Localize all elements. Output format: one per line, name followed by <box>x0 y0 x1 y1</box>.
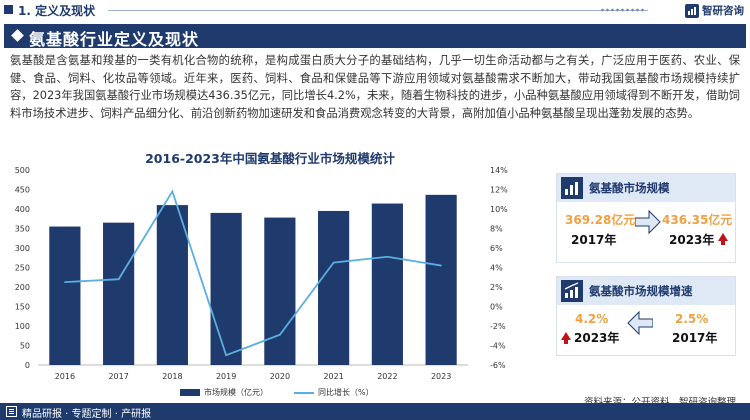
growth-card: 氨基酸市场规模增速 4.2% 2023年 2.5% 2017年 <box>556 276 736 356</box>
right-axis-tick-label: -6% <box>490 361 506 370</box>
right-axis-tick-label: -2% <box>490 322 506 331</box>
growth-point <box>171 190 174 193</box>
card-label: 氨基酸市场规模增速 <box>589 284 693 298</box>
bar <box>318 210 350 365</box>
section-square-icon <box>4 5 13 14</box>
left-axis-tick-label: 250 <box>15 264 30 273</box>
bar-chart-icon <box>561 177 583 199</box>
growth-point <box>279 333 281 336</box>
right-axis-tick-label: 0% <box>490 303 503 312</box>
growth-left-value: 4.2% <box>575 312 609 326</box>
x-axis-tick-label: 2017 <box>108 372 128 381</box>
left-axis-tick-label: 400 <box>15 205 30 214</box>
up-arrow-icon <box>561 332 571 344</box>
left-axis-tick-label: 350 <box>15 225 30 234</box>
card-label: 氨基酸市场规模 <box>589 181 670 195</box>
x-axis-tick-label: 2022 <box>377 372 397 381</box>
left-axis-tick-label: 200 <box>15 283 30 292</box>
footer-text: 精品研报 · 专题定制 · 产研报 <box>22 409 152 420</box>
right-axis-tick-label: 4% <box>490 264 503 273</box>
header-dots <box>600 7 646 13</box>
market-size-chart: 0 50 100 150 200 250 300 350 400 450 500 -6% -4% -2% 0… <box>15 166 508 381</box>
right-axis-tick-label: 8% <box>490 225 503 234</box>
legend-item-line: 同比增长（%） <box>294 387 374 398</box>
size-to-year: 2023年 <box>669 233 715 247</box>
intro-paragraph: 氨基酸是含氨基和羧基的一类有机化合物的统称，是构成蛋白质大分子的基础结构，几乎一… <box>10 54 740 120</box>
top-header: 1. 定义及现状 智研咨询 <box>0 0 750 22</box>
left-axis-tick-label: 300 <box>15 244 30 253</box>
size-from-year: 2017年 <box>571 233 617 247</box>
growth-line <box>64 189 442 357</box>
growth-right-year: 2017年 <box>672 331 718 345</box>
page-title: 氨基酸行业定义及现状 <box>29 30 200 49</box>
bar <box>49 226 81 365</box>
header-rule <box>108 10 648 11</box>
x-axis-tick-label: 2018 <box>162 372 182 381</box>
legend-line-label: 同比增长（%） <box>318 388 374 397</box>
right-axis-tick-label: 14% <box>490 166 508 175</box>
card-header: 氨基酸市场规模 <box>557 174 735 202</box>
market-size-card: 氨基酸市场规模 369.28亿元 2017年 436.35亿元 2023年 <box>556 173 736 263</box>
chart-legend: 市场规模（亿元） 同比增长（%） <box>180 387 374 398</box>
up-arrow-icon <box>718 233 728 245</box>
right-axis-tick-label: 6% <box>490 244 503 253</box>
x-axis-tick-label: 2016 <box>55 372 75 381</box>
right-axis-tick-label: 12% <box>490 186 508 195</box>
growth-right-value: 2.5% <box>675 312 709 326</box>
bar <box>103 222 135 365</box>
x-axis-tick-label: 2019 <box>216 372 236 381</box>
bar <box>425 194 457 365</box>
left-axis-tick-label: 50 <box>20 342 30 351</box>
legend-bar-label: 市场规模（亿元） <box>204 388 268 397</box>
legend-item-bar: 市场规模（亿元） <box>180 387 268 398</box>
left-axis-tick-label: 150 <box>15 303 30 312</box>
report-icon <box>6 406 17 417</box>
title-banner: 氨基酸行业定义及现状 <box>4 24 746 49</box>
chart-title: 2016-2023年中国氨基酸行业市场规模统计 <box>145 151 395 166</box>
right-arrow-icon <box>635 209 661 235</box>
left-axis-tick-label: 450 <box>15 186 30 195</box>
right-axis-tick-label: -4% <box>490 342 506 351</box>
bar <box>210 212 242 365</box>
left-axis-tick-label: 500 <box>15 166 30 175</box>
diamond-icon <box>11 29 24 42</box>
brand-name: 智研咨询 <box>702 5 744 17</box>
growth-point <box>117 278 120 280</box>
legend-line-swatch <box>294 391 314 394</box>
growth-chart-icon <box>561 280 583 302</box>
brand: 智研咨询 <box>685 3 744 18</box>
footer-bar: 精品研报 · 专题定制 · 产研报 <box>0 403 750 420</box>
growth-point <box>386 255 389 258</box>
bar <box>156 205 188 365</box>
legend-bar-swatch <box>180 389 200 396</box>
size-from-value: 369.28亿元 <box>565 213 636 227</box>
x-axis-tick-label: 2020 <box>270 372 290 381</box>
left-arrow-icon <box>627 310 653 336</box>
growth-left-year: 2023年 <box>574 331 620 345</box>
left-axis-tick-label: 100 <box>15 322 30 331</box>
right-axis-tick-label: 2% <box>490 283 503 292</box>
bar <box>371 203 403 365</box>
card-header: 氨基酸市场规模增速 <box>557 277 735 305</box>
right-axis-tick-label: 10% <box>490 205 508 214</box>
x-axis-tick-label: 2021 <box>323 372 343 381</box>
bar <box>264 217 296 365</box>
x-axis-tick-label: 2023 <box>431 372 451 381</box>
left-axis-tick-label: 0 <box>25 361 30 370</box>
growth-point <box>225 354 227 357</box>
growth-point <box>64 281 66 283</box>
size-to-value: 436.35亿元 <box>662 213 733 227</box>
section-title: 1. 定义及现状 <box>18 4 96 18</box>
growth-point <box>440 264 442 267</box>
logo-icon <box>685 3 699 18</box>
growth-point <box>332 261 335 264</box>
